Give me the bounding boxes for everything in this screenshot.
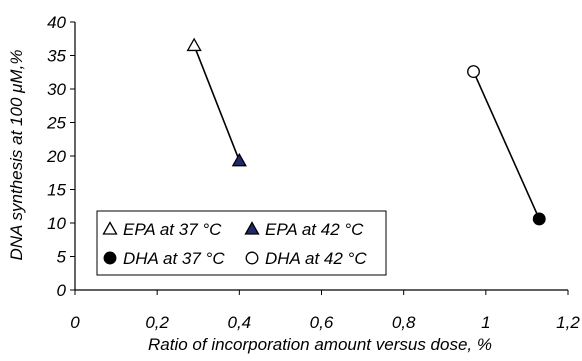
- data-point: [467, 65, 480, 79]
- y-tick-label: 15: [47, 181, 66, 200]
- x-tick-label: 0,6: [310, 313, 334, 332]
- legend-marker: [244, 221, 260, 235]
- y-tick-label: 20: [46, 147, 66, 166]
- legend-label: DHA at 37 °C: [123, 249, 225, 268]
- data-points: [186, 37, 546, 226]
- y-tick-label: 0: [57, 281, 67, 300]
- x-tick-label: 0,8: [392, 313, 416, 332]
- legend-marker: [245, 251, 259, 265]
- axes: 0 5 10 15 20 25 30 35 40 0 0,2 0,4 0,6 0,8 1 1,2: [46, 13, 580, 332]
- legend-label: EPA at 42 °C: [265, 220, 364, 239]
- legend: EPA at 37 °C EPA at 42 °C DHA at 37 °C DHA …: [96, 210, 387, 276]
- connector-line: [472, 71, 540, 220]
- y-tick-label: 30: [47, 80, 66, 99]
- data-point: [532, 212, 546, 226]
- data-point: [231, 152, 247, 167]
- legend-label: EPA at 37 °C: [123, 220, 222, 239]
- y-tick-label: 40: [47, 13, 66, 32]
- connector-line: [193, 45, 241, 161]
- y-tick-label: 5: [57, 248, 67, 267]
- x-tick-label: 0,2: [145, 313, 169, 332]
- y-axis-title: DNA synthesis at 100 μM,%: [7, 50, 26, 261]
- legend-marker: [103, 251, 117, 265]
- legend-label: DHA at 42 °C: [265, 249, 367, 268]
- connector-lines: [193, 45, 540, 220]
- data-point: [186, 37, 202, 52]
- legend-marker: [102, 221, 118, 235]
- y-tick-label: 35: [47, 47, 66, 66]
- y-tick-label: 10: [47, 214, 66, 233]
- x-tick-label: 0,4: [228, 313, 252, 332]
- y-tick-label: 25: [46, 114, 66, 133]
- x-axis-title: Ratio of incorporation amount versus dos…: [148, 335, 492, 354]
- x-tick-label: 0: [70, 313, 80, 332]
- legend-box: [96, 210, 387, 276]
- x-tick-label: 1: [481, 313, 490, 332]
- x-tick-label: 1,2: [556, 313, 580, 332]
